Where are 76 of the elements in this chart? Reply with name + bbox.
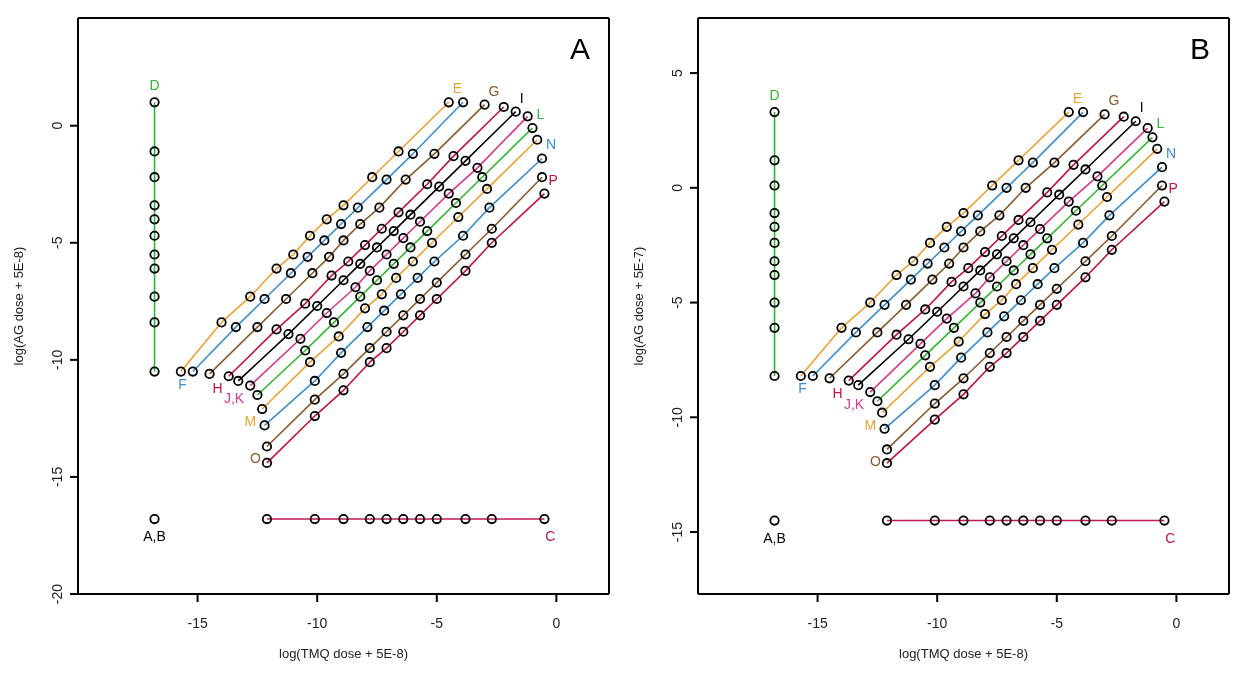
y-tick-label: -20 [49, 583, 65, 605]
series-label: J,K [223, 389, 245, 406]
point [1025, 217, 1036, 228]
point [405, 209, 416, 220]
x-tick-label: -10 [307, 614, 328, 631]
series-label: A,B [763, 529, 786, 546]
y-axis-title: log(AG dose + 5E-7) [630, 246, 646, 366]
series-label: M [864, 416, 877, 433]
x-tick-label: 0 [552, 614, 561, 631]
point [958, 281, 969, 292]
series-label: G [488, 82, 500, 99]
series-label: L [536, 106, 545, 123]
series-label: E [1072, 90, 1083, 107]
series-label: I [1139, 99, 1144, 116]
y-tick-label: 5 [669, 68, 685, 77]
series-label: L [1156, 115, 1165, 132]
point [1054, 189, 1065, 200]
y-tick-label: -10 [49, 349, 65, 370]
point [388, 225, 399, 237]
point [149, 513, 160, 525]
point [371, 242, 383, 253]
x-axis-title: log(TMQ dose + 5E-8) [279, 646, 408, 661]
x-tick-label: -10 [927, 614, 948, 631]
point [903, 334, 914, 345]
series-label: H [212, 380, 223, 397]
y-tick-label: -15 [49, 466, 65, 488]
point [355, 258, 366, 269]
y-tick-label: -15 [669, 521, 685, 543]
x-tick-label: 0 [1172, 614, 1181, 631]
point [853, 380, 864, 391]
series-label: P [548, 171, 558, 188]
series-label: N [546, 136, 557, 153]
y-tick-label: 0 [49, 121, 65, 130]
series-label: I [519, 89, 524, 106]
series-label: M [244, 413, 257, 430]
text: B [1189, 32, 1210, 66]
series-label: J,K [843, 396, 865, 413]
x-tick-label: -5 [430, 614, 444, 631]
series-label: F [798, 379, 807, 396]
point [434, 181, 445, 192]
series-label: D [769, 87, 780, 104]
point [1008, 233, 1019, 244]
x-tick-label: -15 [807, 614, 828, 631]
text: A [569, 32, 590, 66]
point [233, 375, 244, 387]
series-label: G [1108, 92, 1120, 109]
series-label: H [832, 384, 843, 401]
x-axis-title: log(TMQ dose + 5E-8) [899, 646, 1028, 661]
point [510, 106, 521, 117]
y-tick-label: -10 [669, 406, 685, 428]
y-axis-title: log(AG dose + 5E-8) [10, 246, 26, 366]
point [1080, 164, 1091, 175]
x-tick-label: -5 [1050, 614, 1064, 631]
y-tick-label: 0 [669, 183, 685, 192]
point [991, 249, 1003, 260]
point [769, 515, 780, 526]
point [932, 306, 943, 317]
series-label: E [452, 80, 463, 97]
x-tick-label: -15 [187, 614, 208, 631]
series-label: P [1168, 179, 1178, 196]
point [1130, 116, 1141, 127]
series-label: F [178, 375, 187, 392]
series-label: A,B [143, 528, 166, 545]
y-tick-label: -5 [669, 296, 685, 309]
series-label: C [545, 528, 556, 545]
point [460, 155, 471, 166]
series-label: O [870, 453, 882, 470]
point [975, 265, 986, 276]
series-label: D [149, 77, 160, 94]
y-tick-label: -5 [49, 236, 65, 250]
series-label: C [1165, 529, 1176, 546]
point [283, 329, 294, 340]
point [312, 300, 323, 312]
series-label: O [250, 450, 262, 467]
series-label: N [1166, 145, 1177, 162]
point [338, 275, 349, 286]
